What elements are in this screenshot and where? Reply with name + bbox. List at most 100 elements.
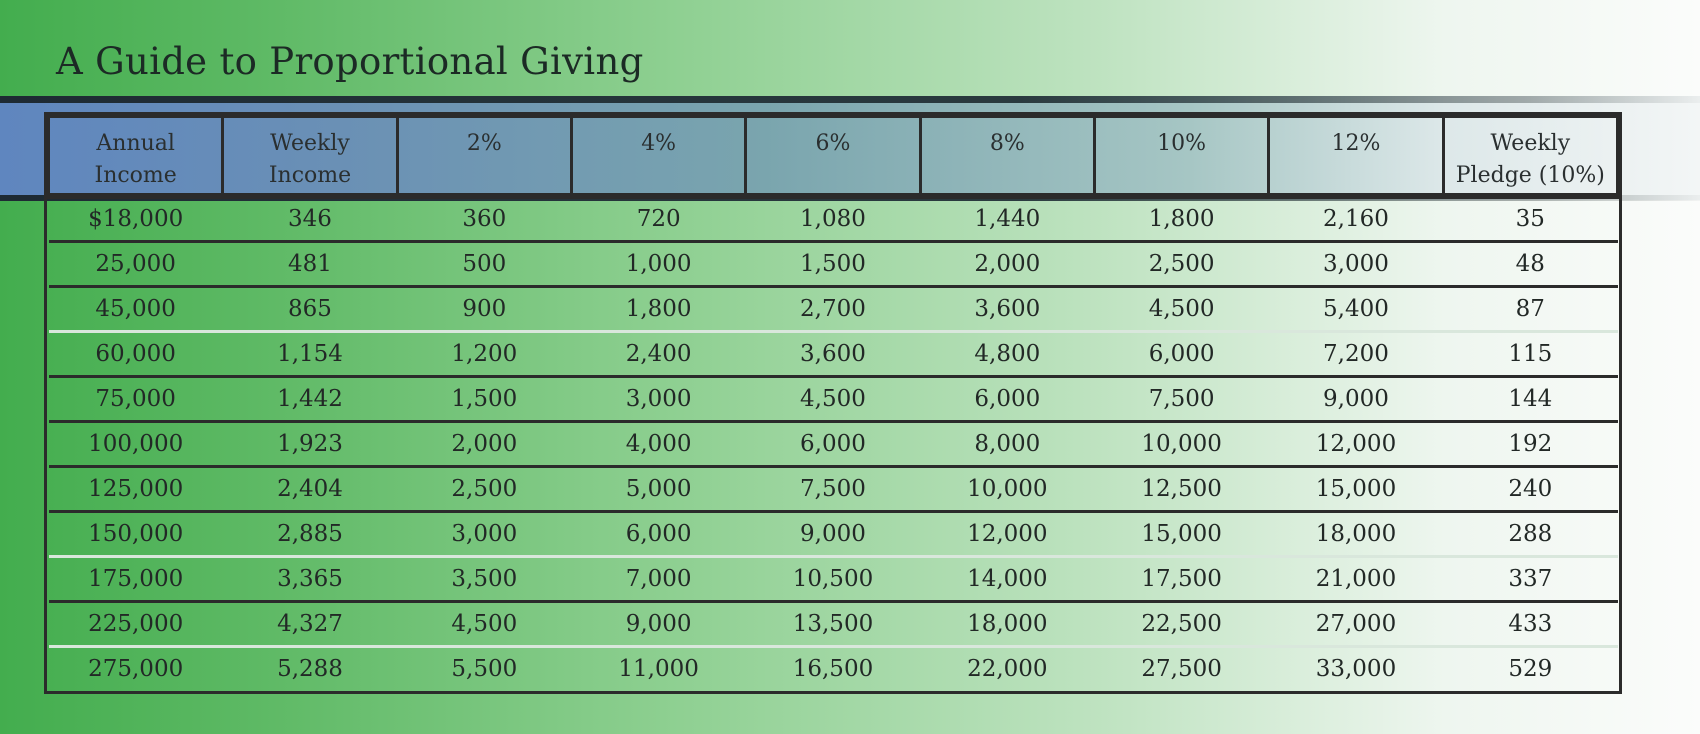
table-cell: 3,000 bbox=[571, 374, 746, 421]
table-cell: 10,000 bbox=[920, 464, 1095, 511]
table-cell: 2,160 bbox=[1268, 193, 1444, 241]
table-cell: 16,500 bbox=[745, 644, 921, 691]
table-cell: 9,000 bbox=[1268, 374, 1444, 421]
column-header: Annual Income bbox=[46, 115, 225, 198]
table-cell: 720 bbox=[571, 193, 746, 241]
table-cell: 2,000 bbox=[397, 419, 572, 466]
table-row: 150,000 2,885 3,000 6,000 9,000 12,000 15,000 1… bbox=[48, 509, 1618, 556]
table-cell: 1,500 bbox=[745, 239, 921, 286]
column-header: Weekly Income bbox=[221, 115, 399, 198]
table-cell: 13,500 bbox=[745, 599, 921, 646]
table-cell: 4,500 bbox=[397, 599, 572, 646]
table-cell: 192 bbox=[1443, 419, 1618, 466]
table-cell: 7,500 bbox=[1094, 374, 1269, 421]
table-cell: 7,200 bbox=[1268, 329, 1444, 376]
table-cell: 2,885 bbox=[222, 509, 398, 556]
table-cell: 33,000 bbox=[1268, 644, 1444, 691]
column-header-line1: 10% bbox=[1157, 131, 1207, 156]
table-cell: 288 bbox=[1443, 509, 1618, 556]
table-cell: 3,000 bbox=[1268, 239, 1444, 286]
table-cell: 48 bbox=[1443, 239, 1618, 286]
table-cell: 25,000 bbox=[48, 239, 223, 286]
table-cell: 9,000 bbox=[745, 509, 921, 556]
table-cell: 1,154 bbox=[222, 329, 398, 376]
table-cell: 15,000 bbox=[1094, 509, 1269, 556]
table-cell: 4,800 bbox=[920, 329, 1095, 376]
table-cell: 1,000 bbox=[571, 239, 746, 286]
column-header-line1: 4% bbox=[641, 131, 677, 156]
giving-table: Annual Income Weekly Income 2% 4% 6% 8% 10% 12% We… bbox=[46, 115, 1620, 691]
table-cell: 6,000 bbox=[745, 419, 921, 466]
table-cell: 6,000 bbox=[571, 509, 746, 556]
table-row: 60,000 1,154 1,200 2,400 3,600 4,800 6,000 7,20… bbox=[48, 329, 1618, 376]
table-cell: 10,000 bbox=[1094, 419, 1269, 466]
table-cell: 8,000 bbox=[920, 419, 1095, 466]
column-header-line1: 12% bbox=[1331, 131, 1381, 156]
table-cell: 175,000 bbox=[48, 554, 223, 601]
table-row: 75,000 1,442 1,500 3,000 4,500 6,000 7,500 9,00… bbox=[48, 374, 1618, 421]
table-cell: 225,000 bbox=[48, 599, 223, 646]
table-cell: 6,000 bbox=[920, 374, 1095, 421]
table-cell: 500 bbox=[397, 239, 572, 286]
table-row: $18,000 346 360 720 1,080 1,440 1,800 2,160 35 bbox=[48, 193, 1618, 241]
table-cell: 18,000 bbox=[1268, 509, 1444, 556]
table-cell: 1,500 bbox=[397, 374, 572, 421]
table-cell: 17,500 bbox=[1094, 554, 1269, 601]
table-cell: 346 bbox=[222, 193, 398, 241]
table-cell: 240 bbox=[1443, 464, 1618, 511]
table-cell: 3,000 bbox=[397, 509, 572, 556]
table-cell: 4,500 bbox=[745, 374, 921, 421]
table-cell: 4,327 bbox=[222, 599, 398, 646]
table-cell: 529 bbox=[1443, 644, 1618, 691]
table-row: 25,000 481 500 1,000 1,500 2,000 2,500 3,000 48 bbox=[48, 239, 1618, 286]
table-cell: 2,500 bbox=[397, 464, 572, 511]
table-cell: 1,800 bbox=[571, 284, 746, 331]
table-cell: 1,442 bbox=[222, 374, 398, 421]
table-body: $18,000 346 360 720 1,080 1,440 1,800 2,160 35 25… bbox=[48, 193, 1618, 691]
table-cell: 7,500 bbox=[745, 464, 921, 511]
table-cell: 4,000 bbox=[571, 419, 746, 466]
column-header: 4% bbox=[569, 115, 748, 198]
table-cell: 27,500 bbox=[1094, 644, 1269, 691]
table-cell: 75,000 bbox=[48, 374, 223, 421]
table-cell: 5,400 bbox=[1268, 284, 1444, 331]
table-cell: 5,000 bbox=[571, 464, 746, 511]
table-cell: 1,923 bbox=[222, 419, 398, 466]
table-cell: 1,200 bbox=[397, 329, 572, 376]
table-cell: 2,700 bbox=[745, 284, 921, 331]
table-cell: $18,000 bbox=[48, 193, 223, 241]
page-title: A Guide to Proportional Giving bbox=[56, 40, 644, 83]
table-cell: 1,440 bbox=[920, 193, 1095, 241]
column-header: 2% bbox=[395, 115, 573, 198]
table-cell: 15,000 bbox=[1268, 464, 1444, 511]
table-row: 125,000 2,404 2,500 5,000 7,500 10,000 12,500 1… bbox=[48, 464, 1618, 511]
column-header-line1: Annual bbox=[96, 131, 175, 156]
table-cell: 60,000 bbox=[48, 329, 223, 376]
table-header-row: Annual Income Weekly Income 2% 4% 6% 8% 10% 12% We… bbox=[46, 115, 1620, 198]
table-cell: 10,500 bbox=[745, 554, 921, 601]
table-cell: 9,000 bbox=[571, 599, 746, 646]
table-cell: 4,500 bbox=[1094, 284, 1269, 331]
table-cell: 2,400 bbox=[571, 329, 746, 376]
table-cell: 100,000 bbox=[48, 419, 223, 466]
table-cell: 3,600 bbox=[745, 329, 921, 376]
table-cell: 865 bbox=[222, 284, 398, 331]
table-cell: 150,000 bbox=[48, 509, 223, 556]
table-row: 175,000 3,365 3,500 7,000 10,500 14,000 17,500… bbox=[48, 554, 1618, 601]
giving-table-frame: Annual Income Weekly Income 2% 4% 6% 8% 10% 12% We… bbox=[44, 112, 1622, 694]
column-header: 10% bbox=[1092, 115, 1271, 198]
column-header-line2: Income bbox=[268, 163, 352, 188]
table-row: 275,000 5,288 5,500 11,000 16,500 22,000 27,50… bbox=[48, 644, 1618, 691]
table-cell: 14,000 bbox=[920, 554, 1095, 601]
table-cell: 900 bbox=[397, 284, 572, 331]
table-cell: 22,000 bbox=[920, 644, 1095, 691]
table-cell: 337 bbox=[1443, 554, 1618, 601]
column-header-line2: Income bbox=[94, 163, 177, 188]
table-cell: 275,000 bbox=[48, 644, 223, 691]
table-row: 225,000 4,327 4,500 9,000 13,500 18,000 22,500… bbox=[48, 599, 1618, 646]
table-cell: 481 bbox=[222, 239, 398, 286]
table-row: 45,000 865 900 1,800 2,700 3,600 4,500 5,400 87 bbox=[48, 284, 1618, 331]
table-cell: 6,000 bbox=[1094, 329, 1269, 376]
table-cell: 22,500 bbox=[1094, 599, 1269, 646]
table-cell: 12,000 bbox=[1268, 419, 1444, 466]
